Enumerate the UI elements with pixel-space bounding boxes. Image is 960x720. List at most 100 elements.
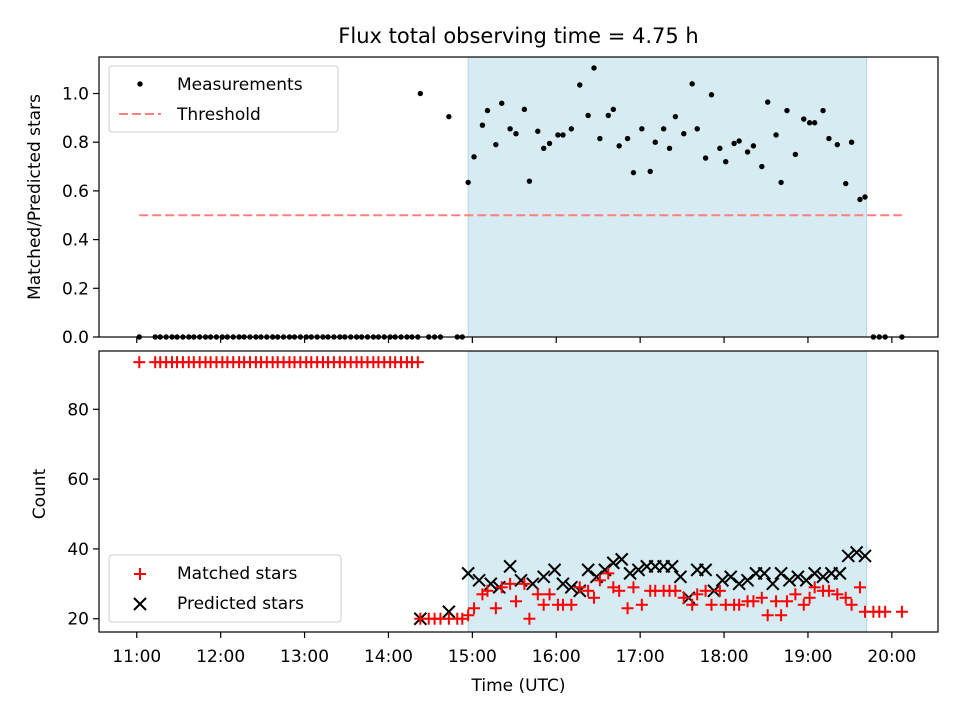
measurement-point (717, 145, 723, 152)
predicted-star-point (547, 563, 562, 577)
matched-star-point (808, 581, 821, 594)
bottom-x-axis: 11:00 12:00 13:00 14:00 15:00 16:00 17:00 18:00… (112, 632, 916, 667)
x-tick-label: 16:00 (532, 647, 581, 667)
measurement-point (750, 143, 757, 149)
predicted-star-stroke (858, 549, 872, 563)
legend-measurements-label: Measurements (177, 75, 303, 95)
measurement-point (446, 113, 452, 120)
measurement-point (801, 116, 807, 122)
matched-star-point (691, 588, 704, 601)
x-tick-label: 18:00 (700, 647, 749, 667)
measurement-point (479, 122, 486, 128)
bottom-legend-box (108, 554, 342, 623)
matched-star-point (582, 584, 595, 597)
predicted-star-stroke (841, 549, 855, 563)
matched-star-point (635, 598, 648, 611)
predicted-star-stroke (547, 563, 562, 577)
matched-star-point (879, 605, 892, 618)
measurement-point (736, 138, 742, 144)
matched-star-point (602, 567, 615, 580)
measurement-point (624, 135, 631, 142)
matched-star-point (573, 581, 586, 594)
predicted-star-stroke (564, 580, 579, 595)
measurement-point (499, 100, 505, 106)
predicted-star-point (536, 570, 551, 584)
x-axis-label: Time (UTC) (471, 676, 566, 696)
predicted-star-stroke (514, 573, 528, 588)
matched-star-point (677, 591, 690, 604)
predicted-star-point (807, 566, 822, 581)
matched-star-point (895, 605, 908, 618)
matched-star-point (565, 598, 578, 611)
measurement-point (610, 106, 617, 113)
predicted-star-stroke (849, 545, 864, 560)
matched-star-point (733, 598, 746, 611)
matched-star-point (523, 612, 536, 625)
predicted-star-stroke (782, 573, 797, 588)
measurement-point (708, 92, 715, 98)
bottom-y-tick-label: 60 (67, 470, 89, 490)
measurement-point (820, 107, 826, 114)
measurement-point (647, 168, 653, 175)
matched-star-point (822, 584, 835, 597)
top-axes-frame (98, 56, 939, 338)
legend-matched-label: Matched stars (177, 564, 297, 584)
matched-star-point (462, 609, 475, 622)
predicted-star-stroke (732, 577, 746, 591)
chart-title: Flux total observing time = 4.75 h (338, 24, 698, 48)
predicted-star-stroke (673, 570, 688, 584)
predicted-star-point (614, 552, 629, 567)
matched-star-point (537, 598, 550, 611)
top-legend-box (108, 65, 339, 133)
predicted-star-point (833, 566, 847, 581)
top-y-tick-label: 1.0 (62, 85, 89, 105)
predicted-star-point (442, 605, 456, 619)
bottom-y-tick-label: 40 (67, 540, 89, 560)
predicted-star-stroke (461, 566, 475, 581)
predicted-star-stroke (581, 563, 595, 577)
matched-star-point (699, 584, 712, 597)
x-tick-label: 19:00 (783, 647, 832, 667)
measurement-point (759, 163, 765, 170)
predicted-star-point (698, 563, 713, 577)
matched-star-point (504, 577, 517, 590)
measurement-point (568, 126, 575, 132)
matched-star-point (518, 577, 531, 590)
matched-star-point (509, 595, 522, 608)
matched-star-point (775, 609, 788, 622)
measurement-point (652, 139, 658, 145)
measurement-point (848, 139, 855, 145)
matched-star-point (831, 588, 844, 601)
measurement-point (591, 65, 597, 71)
measurement-point (778, 179, 784, 186)
matched-star-point (588, 591, 601, 604)
top-y-axis: 0.0 0.2 0.4 0.6 0.8 1.0 (62, 85, 99, 348)
predicted-star-point (623, 566, 637, 581)
predicted-star-point (791, 570, 805, 584)
top-y-tick-label: 0.2 (62, 279, 89, 299)
matched-star-point (627, 581, 640, 594)
predicted-star-stroke (536, 570, 551, 584)
predicted-star-stroke (816, 570, 830, 584)
measurement-point (585, 112, 591, 119)
matched-star-point (839, 591, 852, 604)
top-y-label: Matched/Predicted stars (25, 94, 45, 300)
matched-star-point (495, 581, 508, 594)
predicted-star-stroke (715, 573, 730, 588)
predicted-star-stroke (614, 552, 629, 567)
measurement-point (806, 120, 813, 126)
predicted-star-stroke (503, 559, 517, 574)
matched-star-point (481, 584, 494, 597)
top-y-tick-label: 0.8 (62, 133, 89, 153)
predicted-star-stroke (833, 566, 847, 581)
matched-star-point (770, 595, 783, 608)
matched-star-point (747, 595, 760, 608)
measurements-points (136, 65, 905, 340)
matched-star-point (593, 574, 606, 587)
predicted-star-stroke (606, 556, 621, 570)
matched-star-point (686, 598, 699, 611)
measurement-point (546, 140, 553, 147)
predicted-star-point (858, 549, 872, 563)
predicted-star-stroke (791, 570, 805, 584)
